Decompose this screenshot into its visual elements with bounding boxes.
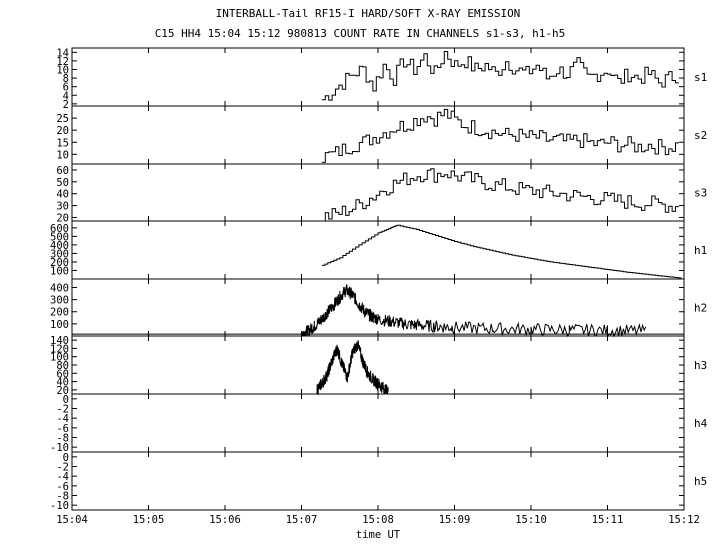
panels-group: 2468101214s110152025s22030405060s3100200… <box>50 47 708 526</box>
ytick-label-s1-6: 14 <box>56 47 69 59</box>
ytick-label-h5-1: -8 <box>56 491 69 503</box>
series-line-h2 <box>301 284 647 338</box>
x-axis-label: time UT <box>356 529 401 541</box>
ytick-label-s3-1: 30 <box>56 201 69 213</box>
ytick-label-h5-4: -2 <box>56 462 69 474</box>
ytick-label-h4-3: -4 <box>56 413 69 425</box>
ytick-label-h3-3: 80 <box>56 360 69 372</box>
chart-subtitle: C15 HH4 15:04 15:12 980813 COUNT RATE IN… <box>155 27 566 40</box>
xtick-label-0: 15:04 <box>56 514 88 526</box>
panel-label-h3: h3 <box>694 359 707 372</box>
ytick-label-h5-0: -10 <box>50 500 69 512</box>
ytick-label-h5-3: -4 <box>56 471 69 483</box>
ytick-label-h3-4: 100 <box>50 352 69 364</box>
ytick-label-s1-5: 12 <box>56 56 69 68</box>
ytick-label-h3-1: 40 <box>56 377 69 389</box>
series-line-h3 <box>316 340 389 396</box>
xtick-label-5: 15:09 <box>439 514 471 526</box>
ytick-label-h2-3: 400 <box>50 282 69 294</box>
ytick-label-h4-0: -10 <box>50 442 69 454</box>
panel-frame-s2 <box>71 105 685 165</box>
xtick-label-4: 15:08 <box>362 514 394 526</box>
panel-h4: -10-8-6-4-20 h4 <box>50 393 708 454</box>
ytick-label-h4-4: -2 <box>56 404 69 416</box>
panel-frame-h5 <box>71 451 685 511</box>
ytick-label-s3-2: 40 <box>56 189 69 201</box>
panel-label-h4: h4 <box>694 417 708 430</box>
ytick-label-s1-0: 2 <box>63 99 69 111</box>
ytick-label-h3-6: 140 <box>50 335 69 347</box>
panel-label-h1: h1 <box>694 244 707 257</box>
ytick-label-s3-4: 60 <box>56 165 69 177</box>
panel-frame-h1 <box>71 220 685 280</box>
xtick-label-8: 15:12 <box>668 514 700 526</box>
ytick-label-s3-3: 50 <box>56 177 69 189</box>
panel-h5: -10-8-6-4-20 h5 <box>50 451 707 512</box>
ytick-label-h5-2: -6 <box>56 481 69 493</box>
xtick-label-2: 15:06 <box>209 514 241 526</box>
ytick-label-h2-1: 200 <box>50 307 69 319</box>
ytick-label-h3-5: 120 <box>50 343 69 355</box>
series-line-s2 <box>321 108 679 163</box>
panel-frame-h4 <box>71 393 685 453</box>
xtick-label-1: 15:05 <box>133 514 165 526</box>
ytick-label-h1-0: 100 <box>50 265 69 277</box>
chart-title: INTERBALL-Tail RF15-I HARD/SOFT X-RAY EM… <box>216 7 521 20</box>
ytick-label-h5-5: 0 <box>63 452 69 464</box>
series-line-s3 <box>321 168 679 222</box>
panel-label-h5: h5 <box>694 475 707 488</box>
panel-frame-h2 <box>71 278 685 337</box>
xtick-label-3: 15:07 <box>286 514 318 526</box>
series-line-s1 <box>321 51 679 101</box>
ytick-label-s2-2: 20 <box>56 125 69 137</box>
panel-label-s2: s2 <box>694 129 707 142</box>
ytick-label-h4-1: -8 <box>56 433 69 445</box>
ytick-label-h3-0: 20 <box>56 385 69 397</box>
series-line-h1 <box>321 224 682 279</box>
ytick-label-h4-5: 0 <box>63 394 69 406</box>
panel-frame-s3 <box>71 163 685 222</box>
ytick-label-s1-2: 6 <box>63 82 69 94</box>
ytick-label-h2-2: 300 <box>50 295 69 307</box>
ytick-label-h1-1: 200 <box>50 257 69 269</box>
ytick-label-h4-2: -6 <box>56 423 69 435</box>
ytick-label-s3-0: 20 <box>56 212 69 224</box>
panel-label-s1: s1 <box>694 71 707 84</box>
panel-label-s3: s3 <box>694 187 707 200</box>
ytick-label-s2-1: 15 <box>56 137 69 149</box>
xtick-label-6: 15:10 <box>515 514 547 526</box>
ytick-label-h2-0: 100 <box>50 319 69 331</box>
ytick-label-h1-5: 600 <box>50 223 69 235</box>
ytick-label-h1-3: 400 <box>50 240 69 252</box>
ytick-label-h1-4: 500 <box>50 231 69 243</box>
ytick-label-s2-0: 10 <box>56 149 69 161</box>
ytick-label-s1-1: 4 <box>63 90 69 102</box>
ytick-label-h3-2: 60 <box>56 368 69 380</box>
panel-label-h2: h2 <box>694 302 707 315</box>
ytick-label-s1-3: 8 <box>63 73 69 85</box>
ytick-label-h1-2: 300 <box>50 248 69 260</box>
ytick-label-s1-4: 10 <box>56 64 69 76</box>
ytick-label-s2-3: 25 <box>56 113 69 125</box>
xtick-label-7: 15:11 <box>592 514 624 526</box>
